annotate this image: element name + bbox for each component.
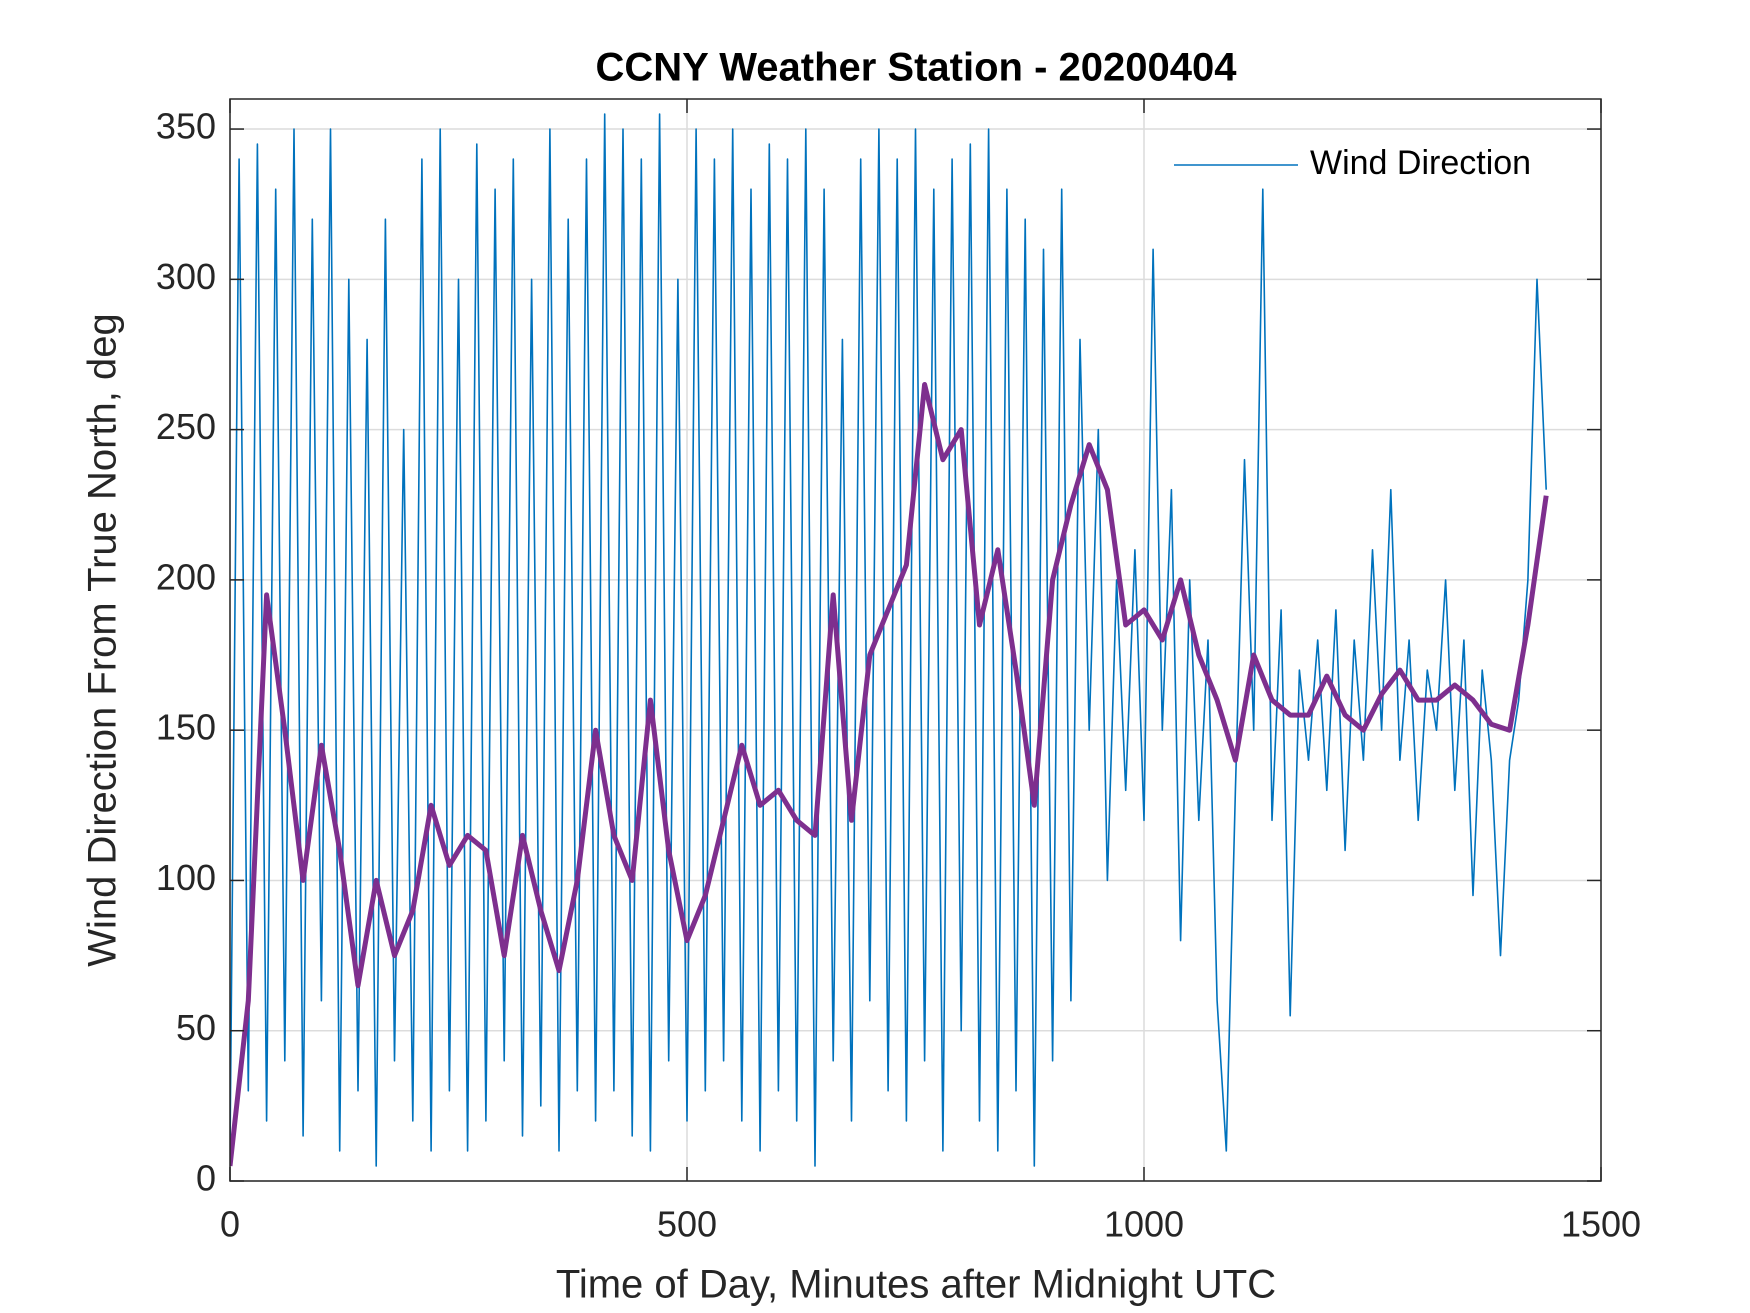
y-tick-label: 50 (176, 1007, 216, 1048)
y-tick-label: 200 (156, 556, 216, 597)
x-axis-label: Time of Day, Minutes after Midnight UTC (556, 1263, 1276, 1307)
x-tick-label: 0 (220, 1204, 240, 1245)
y-tick-label: 300 (156, 256, 216, 297)
axes-box (229, 98, 1602, 1182)
chart-title: CCNY Weather Station - 20200404 (596, 46, 1238, 90)
legend: Wind Direction (1174, 144, 1531, 182)
y-axis-label: Wind Direction From True North, deg (81, 313, 125, 967)
data-line (230, 382, 1549, 1167)
x-tick-label: 1000 (1104, 1204, 1184, 1245)
plot-area (230, 113, 1549, 1167)
legend-label: Wind Direction (1310, 144, 1531, 182)
x-tick-label: 1500 (1561, 1204, 1641, 1245)
y-tick-label: 150 (156, 707, 216, 748)
ticks: 0 50 100 150 200 250 300 350 0 500 1000 1500 (156, 99, 1641, 1245)
y-tick-label: 0 (196, 1158, 216, 1199)
y-tick-label: 100 (156, 857, 216, 898)
y-tick-label: 250 (156, 406, 216, 447)
data-line (230, 113, 1547, 1167)
x-tick-label: 500 (657, 1204, 717, 1245)
y-tick-label: 350 (156, 106, 216, 147)
